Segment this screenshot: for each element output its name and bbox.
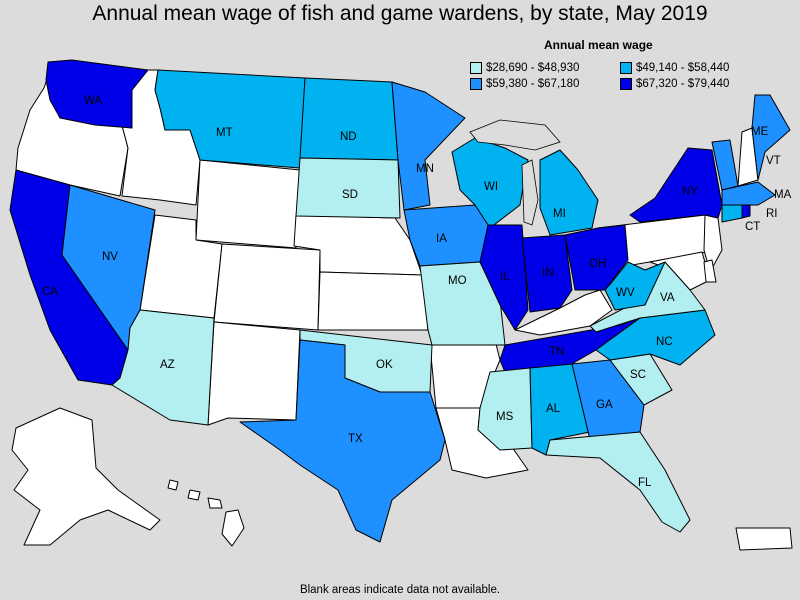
state-az[interactable] [111, 309, 215, 426]
label-nc: NC [656, 336, 673, 348]
label-mo: MO [448, 275, 467, 287]
legend-swatch-2 [620, 62, 632, 74]
label-oh: OH [589, 258, 606, 270]
state-hi[interactable] [167, 479, 245, 547]
label-mn: MN [416, 163, 434, 175]
label-mt: MT [216, 127, 233, 139]
state-in[interactable] [521, 234, 573, 313]
label-tn: TN [549, 346, 564, 358]
state-ct[interactable] [721, 204, 743, 223]
state-co[interactable] [213, 243, 321, 331]
state-de[interactable] [703, 259, 717, 283]
label-nv: NV [102, 251, 118, 263]
state-ny[interactable] [629, 147, 723, 223]
state-il[interactable] [479, 224, 529, 331]
legend-label-1: $28,690 - $48,930 [486, 62, 580, 74]
legend-item-4: $67,320 - $79,440 [620, 78, 729, 90]
territory-pr[interactable] [735, 527, 793, 551]
label-va: VA [660, 292, 675, 304]
label-fl: FL [638, 477, 652, 489]
label-ms: MS [496, 411, 514, 423]
label-ny: NY [682, 186, 698, 198]
label-sd: SD [342, 189, 358, 201]
label-ga: GA [596, 399, 613, 411]
state-wy[interactable] [195, 159, 301, 249]
state-ma[interactable] [721, 181, 776, 206]
state-mn[interactable] [391, 81, 466, 211]
legend-swatch-1 [470, 62, 482, 74]
legend-swatch-4 [620, 78, 632, 90]
legend-item-1: $28,690 - $48,930 [470, 62, 579, 74]
label-ct: CT [745, 221, 760, 233]
state-me[interactable] [751, 94, 791, 181]
lake-superior [469, 119, 561, 151]
state-fl[interactable] [545, 431, 691, 533]
legend-swatch-3 [470, 78, 482, 90]
state-sd[interactable] [295, 157, 401, 219]
label-ca: CA [42, 286, 58, 298]
state-nm[interactable] [207, 321, 301, 426]
state-ia[interactable] [403, 204, 491, 267]
state-wa[interactable] [45, 59, 149, 129]
map-title: Annual mean wage of fish and game warden… [92, 2, 708, 25]
label-ok: OK [376, 359, 393, 371]
data-states [9, 59, 791, 543]
legend-item-2: $49,140 - $58,440 [620, 62, 729, 74]
state-mi[interactable] [539, 149, 599, 236]
label-wv: WV [616, 287, 635, 299]
label-mi: MI [553, 208, 566, 220]
label-vt: VT [766, 155, 781, 167]
legend-label-4: $67,320 - $79,440 [636, 78, 730, 90]
state-ak[interactable] [11, 407, 161, 546]
state-ks[interactable] [317, 271, 429, 331]
label-al: AL [546, 403, 561, 415]
label-in: IN [542, 267, 554, 279]
label-ri: RI [766, 208, 778, 220]
state-tx[interactable] [239, 339, 446, 543]
label-ia: IA [436, 233, 447, 245]
state-ky[interactable] [514, 289, 613, 336]
label-az: AZ [160, 359, 175, 371]
legend-label-3: $59,380 - $67,180 [486, 78, 580, 90]
label-il: IL [500, 271, 510, 283]
label-me: ME [751, 126, 769, 138]
legend-item-3: $59,380 - $67,180 [470, 78, 579, 90]
state-ga[interactable] [571, 359, 645, 441]
state-oh[interactable] [564, 224, 629, 291]
state-nd[interactable] [299, 77, 399, 161]
state-ri[interactable] [741, 204, 751, 219]
label-nd: ND [340, 131, 357, 143]
label-ma: MA [774, 189, 792, 201]
legend-label-2: $49,140 - $58,440 [636, 62, 730, 74]
legend-title: Annual mean wage [544, 38, 653, 52]
label-wi: WI [484, 181, 498, 193]
label-wa: WA [84, 95, 102, 107]
state-labels: WA MT ND MN SD WI MI NY ME VT MA RI CT N… [42, 95, 792, 489]
label-tx: TX [348, 433, 363, 445]
state-wv[interactable] [604, 261, 666, 311]
footnote: Blank areas indicate data not available. [299, 584, 501, 596]
label-sc: SC [630, 369, 646, 381]
lake-michigan [521, 159, 539, 226]
